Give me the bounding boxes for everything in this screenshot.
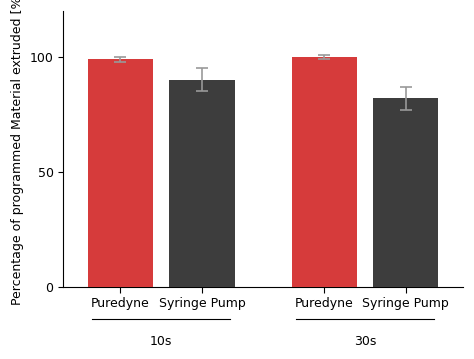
Text: 10s: 10s <box>150 335 173 348</box>
Bar <box>373 98 438 286</box>
Bar <box>169 80 235 286</box>
Text: 30s: 30s <box>354 335 376 348</box>
Y-axis label: Percentage of programmed Material extruded [%]: Percentage of programmed Material extrud… <box>11 0 24 306</box>
Bar <box>88 59 153 286</box>
Bar <box>292 57 357 286</box>
